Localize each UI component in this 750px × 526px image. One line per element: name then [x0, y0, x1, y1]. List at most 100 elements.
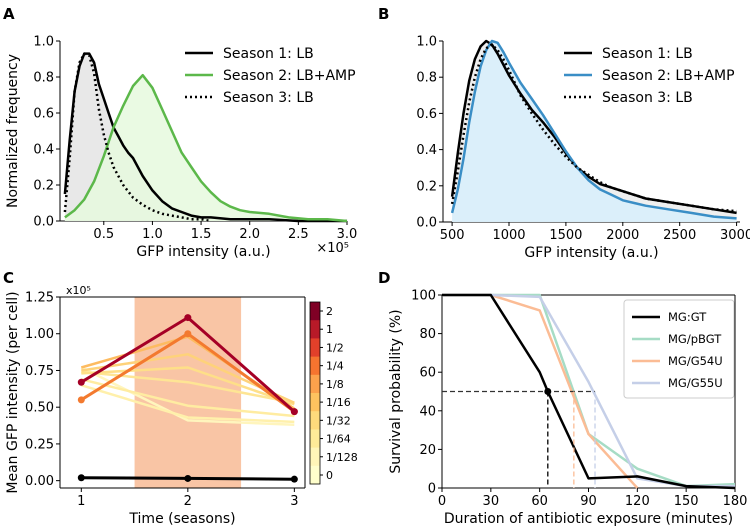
y-tick-label: 100 — [411, 289, 436, 304]
series-marker-9 — [290, 475, 298, 483]
half-survival-marker — [544, 388, 552, 395]
colorbar-segment — [310, 302, 320, 321]
y-axis-multiplier: x10⁵ — [66, 284, 91, 297]
series-marker-1 — [77, 396, 85, 404]
legend-label: Season 2: LB+AMP — [223, 68, 356, 84]
x-tick-label: 120 — [625, 494, 650, 509]
legend-label: Season 3: LB — [602, 90, 693, 106]
colorbar-segment — [310, 356, 320, 376]
panel-letter-c: C — [3, 269, 14, 287]
colorbar-label: 1/4 — [326, 360, 344, 373]
y-tick-label: 0.4 — [33, 143, 54, 158]
colorbar-segment — [310, 447, 320, 467]
x-tick-label: 2.5 — [288, 227, 309, 242]
y-tick-label: 0.00 — [25, 474, 54, 489]
panel-letter-a: A — [3, 5, 15, 23]
panel-letter-b: B — [378, 5, 389, 23]
y-tick-label: 0.4 — [416, 143, 437, 158]
x-axis-title: Time (seasons) — [128, 511, 235, 526]
y-tick-label: 0.0 — [416, 216, 437, 231]
colorbar-segment — [310, 320, 320, 339]
y-tick-label: 0.2 — [33, 179, 54, 194]
y-tick-label: 0.25 — [25, 437, 54, 452]
colorbar-segment — [310, 411, 320, 430]
series-marker-1 — [184, 330, 192, 338]
series-marker-0 — [290, 408, 298, 416]
chart-panel-a: 0.5 1.0 1.5 2.0 2.5 3.0 0.0 0.2 0.4 0.6 0.8 1.0 GFP … — [5, 35, 357, 261]
x-tick-label: 60 — [531, 494, 548, 509]
x-tick-label: 1.0 — [142, 227, 163, 242]
colorbar-segment — [310, 465, 320, 485]
y-tick-label: 0.8 — [416, 71, 437, 86]
series-line-8 — [80, 366, 295, 427]
x-tick-label: 2 — [184, 494, 192, 509]
series-marker-9 — [184, 474, 192, 482]
y-tick-label: 1.0 — [416, 35, 437, 50]
y-axis-title: Normalized frequency — [5, 54, 21, 208]
x-tick-label: 1000 — [492, 228, 525, 243]
series-line-2 — [63, 52, 212, 223]
legend-label: MG/G55U — [668, 376, 723, 390]
legend-label: MG:GT — [668, 310, 707, 324]
series-line-4 — [81, 366, 295, 406]
x-tick-label: 1500 — [549, 228, 582, 243]
series-marker-0 — [184, 314, 192, 322]
colorbar-label: 2 — [326, 305, 333, 318]
y-tick-label: 0 — [428, 482, 436, 497]
x-tick-label: 3000 — [720, 228, 750, 243]
x-tick-label: 0.5 — [93, 227, 114, 242]
chart-panel-b: 500 1000 1500 2000 2500 3000 0.0 0.2 0.4 0.6 0.8 1.… — [416, 35, 750, 262]
colorbar-label: 1/128 — [326, 451, 358, 464]
y-tick-label: 60 — [419, 366, 436, 381]
x-axis-multiplier: ×10⁵ — [316, 241, 349, 256]
x-tick-label: 3 — [290, 494, 298, 509]
y-tick-label: 0.0 — [33, 215, 54, 230]
chart-panel-c: 1 2 3 0.00 0.25 0.50 0.75 1.00 1.25 Time (seasons… — [5, 284, 358, 526]
colorbar-segment — [310, 429, 320, 449]
y-tick-label: 20 — [419, 443, 436, 458]
colorbar-segment — [310, 374, 320, 394]
series-line-1 — [450, 39, 737, 220]
colorbar-label: 1 — [326, 323, 333, 336]
series-line-5 — [81, 370, 295, 405]
colorbar-label: 1/32 — [326, 414, 351, 427]
x-tick-label: 1 — [77, 494, 85, 509]
y-tick-label: 40 — [419, 404, 436, 419]
shaded-treatment-region — [134, 297, 242, 488]
x-tick-label: 3.0 — [337, 227, 358, 242]
y-tick-label: 0.50 — [25, 401, 54, 416]
y-tick-label: 1.25 — [25, 291, 54, 306]
series-marker-0 — [77, 378, 85, 386]
y-tick-label: 0.75 — [25, 364, 54, 379]
series-line-0 — [63, 52, 347, 223]
x-tick-label: 2.0 — [239, 227, 260, 242]
colorbar-label: 1/8 — [326, 378, 344, 391]
y-axis-title: Survival probability (%) — [388, 309, 404, 473]
legend-label: Season 3: LB — [223, 90, 314, 106]
legend-label: MG/G54U — [668, 354, 723, 368]
series-line-7 — [80, 384, 295, 424]
x-axis-title: GFP intensity (a.u.) — [524, 245, 658, 261]
x-tick-label: 2000 — [606, 228, 639, 243]
legend-label: MG/pBGT — [668, 332, 722, 346]
x-tick-label: 2500 — [663, 228, 696, 243]
colorbar-segment — [310, 338, 320, 358]
y-tick-label: 0.6 — [416, 107, 437, 122]
colorbar-label: 1/16 — [326, 396, 351, 409]
x-tick-label: 180 — [723, 494, 748, 509]
x-tick-label: 0 — [438, 494, 446, 509]
colorbar-label: 1/2 — [326, 341, 344, 354]
y-tick-label: 1.0 — [33, 35, 54, 50]
x-tick-label: 30 — [483, 494, 500, 509]
y-tick-label: 0.2 — [416, 179, 437, 194]
legend-label: Season 2: LB+AMP — [602, 68, 735, 84]
series-line-0 — [450, 39, 737, 215]
x-tick-label: 500 — [440, 228, 465, 243]
y-axis-title: Mean GFP intensity (per cell) — [5, 291, 21, 493]
series-line-1 — [64, 73, 348, 223]
y-tick-label: 0.6 — [33, 107, 54, 122]
y-tick-label: 0.8 — [33, 71, 54, 86]
panel-letter-d: D — [378, 269, 390, 287]
series-marker-9 — [77, 474, 85, 482]
